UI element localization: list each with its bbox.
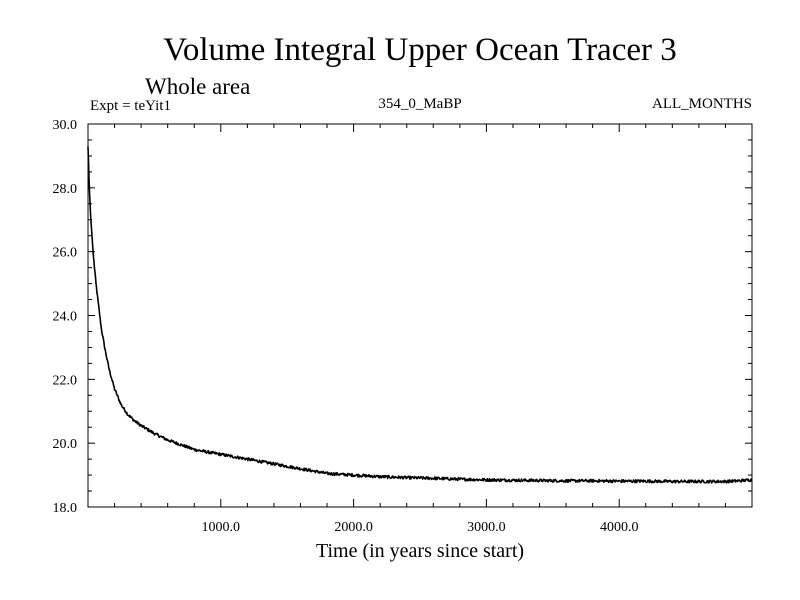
y-tick-label: 28.0 — [53, 182, 78, 197]
x-tick-label: 1000.0 — [202, 520, 241, 535]
chart-subtitle: Whole area — [145, 74, 250, 99]
series-layer — [87, 146, 753, 484]
months-label: ALL_MONTHS — [652, 96, 752, 112]
x-tick-label: 2000.0 — [334, 520, 373, 535]
y-tick-label: 18.0 — [53, 501, 78, 516]
plot-frame — [87, 123, 753, 508]
x-axis-label: Time (in years since start) — [316, 540, 524, 562]
x-tick-label: 4000.0 — [600, 520, 639, 535]
y-tick-label: 26.0 — [53, 246, 78, 261]
y-tick-label: 20.0 — [53, 437, 78, 452]
y-axis: 18.0 20.0 22.0 24.0 26.0 28.0 30.0 — [53, 118, 752, 516]
run-label: 354_0_MaBP — [378, 96, 461, 112]
experiment-label: Expt = teYit1 — [90, 98, 171, 114]
y-tick-label: 22.0 — [53, 373, 78, 388]
y-tick-label: 30.0 — [53, 118, 78, 133]
series-line — [87, 146, 753, 484]
chart-title: Volume Integral Upper Ocean Tracer 3 — [163, 32, 676, 68]
x-tick-label: 3000.0 — [467, 520, 506, 535]
x-axis: 1000.0 2000.0 3000.0 4000.0 — [114, 124, 726, 535]
y-tick-label: 24.0 — [53, 310, 78, 325]
